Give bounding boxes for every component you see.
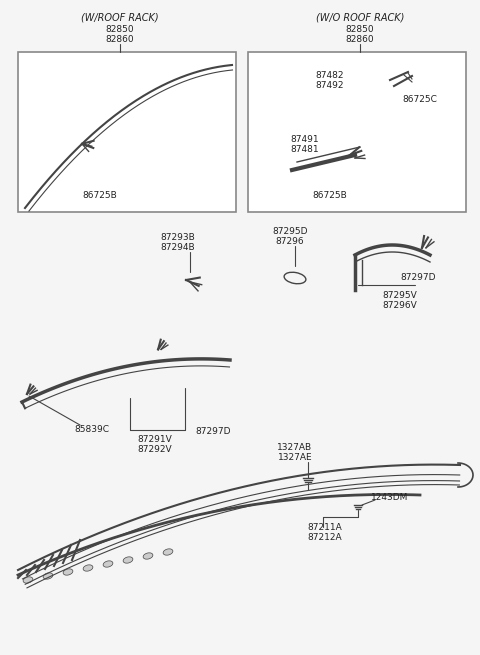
Text: 87296V: 87296V bbox=[383, 301, 418, 310]
Text: 86725C: 86725C bbox=[403, 96, 437, 105]
Text: 82850: 82850 bbox=[106, 26, 134, 35]
Text: 87295D: 87295D bbox=[272, 227, 308, 236]
Text: 87481: 87481 bbox=[291, 145, 319, 155]
Text: 87491: 87491 bbox=[291, 136, 319, 145]
Text: 82850: 82850 bbox=[346, 26, 374, 35]
Text: 87296: 87296 bbox=[276, 238, 304, 246]
Text: 87291V: 87291V bbox=[138, 436, 172, 445]
Ellipse shape bbox=[63, 569, 73, 575]
Text: 85839C: 85839C bbox=[74, 426, 109, 434]
Text: 1327AE: 1327AE bbox=[278, 453, 312, 462]
Text: 82860: 82860 bbox=[106, 35, 134, 45]
Text: (W/O ROOF RACK): (W/O ROOF RACK) bbox=[316, 13, 404, 23]
Text: 87211A: 87211A bbox=[308, 523, 342, 533]
Text: 87212A: 87212A bbox=[308, 534, 342, 542]
Text: 82860: 82860 bbox=[346, 35, 374, 45]
Text: 86725B: 86725B bbox=[312, 191, 348, 200]
Text: (W/ROOF RACK): (W/ROOF RACK) bbox=[81, 13, 159, 23]
Ellipse shape bbox=[163, 549, 173, 555]
Ellipse shape bbox=[43, 573, 53, 579]
Ellipse shape bbox=[103, 561, 113, 567]
Text: 1327AB: 1327AB bbox=[277, 443, 312, 453]
Text: 1243DM: 1243DM bbox=[372, 493, 408, 502]
Ellipse shape bbox=[23, 577, 33, 583]
Ellipse shape bbox=[83, 565, 93, 571]
Text: 86725B: 86725B bbox=[83, 191, 118, 200]
Text: 87293B: 87293B bbox=[161, 233, 195, 242]
Text: 87292V: 87292V bbox=[138, 445, 172, 455]
Text: 87297D: 87297D bbox=[195, 428, 231, 436]
Text: 87482: 87482 bbox=[316, 71, 344, 79]
FancyBboxPatch shape bbox=[18, 52, 236, 212]
Ellipse shape bbox=[123, 557, 133, 563]
Text: 87492: 87492 bbox=[316, 81, 344, 90]
Text: 87294B: 87294B bbox=[161, 244, 195, 252]
Text: 87295V: 87295V bbox=[383, 291, 418, 299]
Ellipse shape bbox=[143, 553, 153, 559]
Text: 87297D: 87297D bbox=[400, 274, 436, 282]
FancyBboxPatch shape bbox=[248, 52, 466, 212]
